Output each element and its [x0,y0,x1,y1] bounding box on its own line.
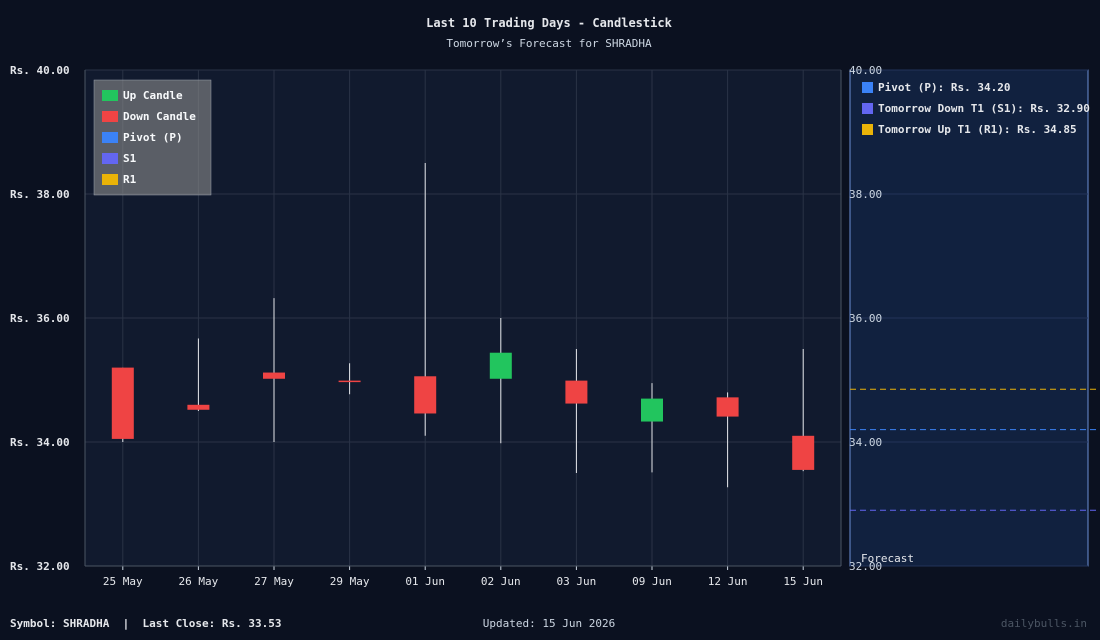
y-tick-label-right: 34.00 [849,436,882,449]
forecast-legend-swatch [862,124,873,135]
forecast-label: Forecast [861,552,914,565]
x-tick-label: 02 Jun [481,575,521,588]
y-tick-label-right: 38.00 [849,188,882,201]
legend-swatch [102,174,118,185]
x-tick-label: 26 May [179,575,219,588]
x-tick-label: 29 May [330,575,370,588]
down-candle-body [263,372,285,379]
down-candle-body [565,380,588,404]
legend-swatch [102,153,118,164]
up-candle-body [641,398,663,422]
footer-watermark: dailybulls.in [1001,617,1087,630]
forecast-legend-label: Tomorrow Up T1 (R1): Rs. 34.85 [878,123,1077,136]
down-candle-body [716,397,739,417]
down-candle-body [338,380,361,383]
x-tick-label: 03 Jun [557,575,597,588]
axes: Rs. 32.00 32.00 Rs. 34.00 34.00 Rs. 36.00 36.… [10,64,882,588]
down-candle-body [187,404,210,410]
legend: Up Candle Down Candle Pivot (P) S1 R1 [93,79,212,196]
legend-label: Down Candle [123,110,196,123]
y-tick-label-right: 36.00 [849,312,882,325]
footer-updated: Updated: 15 Jun 2026 [483,617,615,630]
y-tick-label: Rs. 34.00 [10,436,70,449]
forecast-level-lines [850,388,1100,511]
x-tick-label: 25 May [103,575,143,588]
candles [111,163,815,488]
chart-title: Last 10 Trading Days - Candlestick [426,16,672,30]
footer-symbol-info: Symbol: SHRADHA | Last Close: Rs. 33.53 [10,617,282,630]
x-tick-label: 15 Jun [783,575,823,588]
forecast-legend-swatch [862,82,873,93]
down-candle-body [792,435,815,470]
legend-swatch [102,111,118,122]
x-tick-label: 27 May [254,575,294,588]
x-tick-label: 09 Jun [632,575,672,588]
forecast-legend-swatch [862,103,873,114]
forecast-legend-label: Pivot (P): Rs. 34.20 [878,81,1010,94]
y-tick-label: Rs. 38.00 [10,188,70,201]
forecast-legend: Pivot (P): Rs. 34.20 Tomorrow Down T1 (S1… [862,81,1090,136]
y-tick-label: Rs. 36.00 [10,312,70,325]
up-candle-body [489,352,512,379]
legend-label: Pivot (P) [123,131,183,144]
legend-label: R1 [123,173,137,186]
y-tick-label-right: 32.00 [849,560,882,573]
legend-swatch [102,132,118,143]
down-candle-body [414,376,437,414]
x-tick-label: 12 Jun [708,575,748,588]
y-tick-label: Rs. 40.00 [10,64,70,77]
legend-label: S1 [123,152,137,165]
legend-label: Up Candle [123,89,183,102]
x-tick-label: 01 Jun [405,575,445,588]
legend-swatch [102,90,118,101]
chart-subtitle: Tomorrow’s Forecast for SHRADHA [446,37,652,50]
forecast-legend-label: Tomorrow Down T1 (S1): Rs. 32.90 [878,102,1090,115]
y-tick-label: Rs. 32.00 [10,560,70,573]
down-candle-body [111,367,134,439]
y-tick-label-right: 40.00 [849,64,882,77]
